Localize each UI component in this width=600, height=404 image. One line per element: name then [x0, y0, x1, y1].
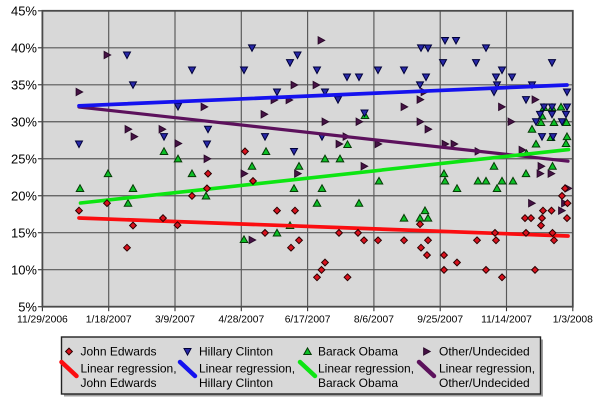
svg-text:Linear regression,: Linear regression,: [318, 362, 414, 376]
svg-text:25%: 25%: [11, 151, 37, 166]
svg-text:40%: 40%: [11, 40, 37, 55]
svg-text:Linear regression,: Linear regression,: [81, 362, 177, 376]
svg-text:9/25/2007: 9/25/2007: [417, 315, 463, 326]
svg-text:Linear regression,: Linear regression,: [439, 362, 535, 376]
svg-text:1/18/2007: 1/18/2007: [86, 315, 132, 326]
svg-text:1/3/2008: 1/3/2008: [553, 315, 593, 326]
svg-text:Linear regression,: Linear regression,: [199, 362, 295, 376]
svg-text:5%: 5%: [18, 299, 37, 314]
svg-text:John Edwards: John Edwards: [81, 376, 157, 390]
svg-text:6/17/2007: 6/17/2007: [285, 315, 331, 326]
svg-text:John Edwards: John Edwards: [81, 345, 157, 359]
svg-text:3/9/2007: 3/9/2007: [155, 315, 195, 326]
svg-text:45%: 45%: [11, 3, 37, 18]
svg-text:11/14/2007: 11/14/2007: [481, 315, 532, 326]
svg-text:Hillary Clinton: Hillary Clinton: [199, 376, 273, 390]
svg-text:Other/Undecided: Other/Undecided: [439, 376, 530, 390]
svg-text:8/6/2007: 8/6/2007: [354, 315, 394, 326]
svg-text:4/28/2007: 4/28/2007: [218, 315, 264, 326]
svg-text:Other/Undecided: Other/Undecided: [439, 345, 530, 359]
svg-text:20%: 20%: [11, 188, 37, 203]
svg-text:Barack Obama: Barack Obama: [318, 345, 398, 359]
svg-text:10%: 10%: [11, 262, 37, 277]
svg-text:11/29/2006: 11/29/2006: [17, 315, 68, 326]
svg-text:30%: 30%: [11, 114, 37, 129]
svg-text:15%: 15%: [11, 225, 37, 240]
svg-text:Barack Obama: Barack Obama: [318, 376, 398, 390]
svg-text:35%: 35%: [11, 77, 37, 92]
svg-text:Hillary Clinton: Hillary Clinton: [199, 345, 273, 359]
